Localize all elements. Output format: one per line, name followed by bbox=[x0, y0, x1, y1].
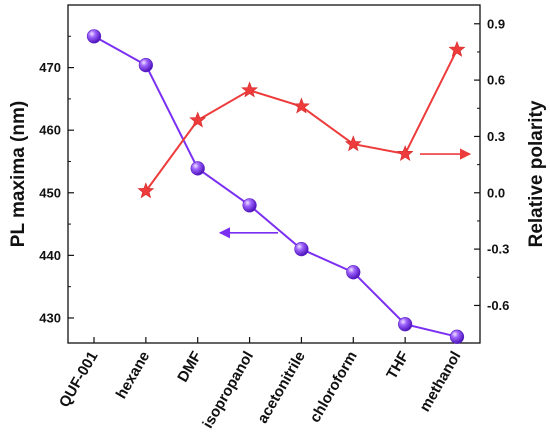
series-1-point bbox=[398, 317, 413, 332]
series-2-point bbox=[396, 145, 414, 162]
series-1-point bbox=[346, 265, 361, 280]
y-axis-left-title: PL maxima (nm) bbox=[8, 101, 29, 247]
series-2-point bbox=[344, 135, 362, 152]
y-left-tick-label: 470 bbox=[39, 60, 61, 75]
y-right-tick-label: -0.3 bbox=[487, 242, 509, 257]
series-1-point bbox=[294, 242, 309, 257]
x-tick-label: hexane bbox=[113, 349, 154, 402]
series-1-point bbox=[449, 329, 465, 344]
y-right-tick-label: 0.9 bbox=[487, 16, 505, 31]
x-tick-label: THF bbox=[383, 349, 412, 383]
x-tick-label: DMF bbox=[174, 349, 205, 386]
y-right-tick-label: 0.0 bbox=[487, 185, 505, 200]
y-axis-right-title: Relative polarity bbox=[526, 100, 547, 247]
x-tick-label: acetonitrile bbox=[254, 349, 309, 427]
y-left-tick-label: 450 bbox=[39, 185, 61, 200]
x-tick-label: chloroform bbox=[306, 349, 360, 426]
series-1-point bbox=[138, 57, 153, 73]
y-right-tick-label: 0.6 bbox=[487, 73, 505, 88]
series-2-point bbox=[293, 97, 310, 114]
series-2-point bbox=[189, 111, 207, 128]
y-right-tick-label: 0.3 bbox=[487, 129, 505, 144]
plot-frame bbox=[67, 4, 481, 344]
y-left-tick-label: 430 bbox=[39, 310, 61, 325]
series-2-point bbox=[448, 40, 466, 57]
y-right-tick-label: -0.6 bbox=[487, 298, 509, 313]
series-2-point bbox=[137, 182, 155, 199]
series-1-line bbox=[93, 35, 458, 338]
series-1-point bbox=[242, 198, 257, 213]
y-left-tick-label: 440 bbox=[39, 248, 61, 263]
x-tick-label: isopropanol bbox=[199, 349, 257, 432]
y-left-tick-label: 460 bbox=[39, 123, 61, 138]
x-tick-label: QUF-001 bbox=[56, 349, 102, 411]
series-1-point bbox=[190, 161, 205, 176]
x-tick-label: methanol bbox=[416, 349, 464, 415]
series-2-point bbox=[241, 81, 258, 98]
series-1-point bbox=[86, 29, 102, 44]
